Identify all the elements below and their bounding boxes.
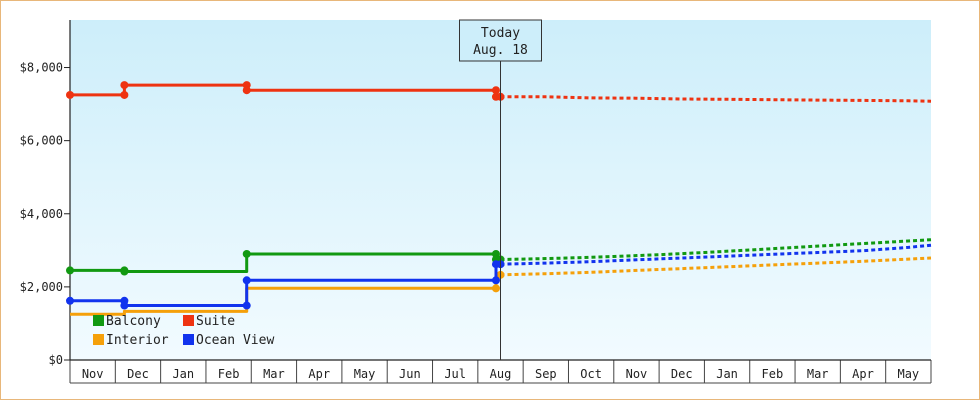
data-point (66, 296, 74, 305)
grid (69, 360, 932, 384)
data-point (120, 81, 129, 90)
today-label-box (459, 19, 542, 62)
x-tick-label: Apr (852, 367, 874, 381)
x-tick-label: Mar (807, 367, 829, 381)
x-tick-label: Feb (762, 367, 784, 381)
data-point (491, 276, 500, 285)
y-tick-label: $0 (49, 353, 63, 367)
axes: Nov Dec Jan Feb Mar Apr May Jun Jul Aug Sep Oct Nov D… (20, 20, 931, 381)
data-point (242, 301, 251, 310)
x-tick-label: May (354, 367, 376, 381)
x-tick-label: Jan (716, 367, 738, 381)
y-tick-label: $4,000 (20, 207, 63, 221)
legend-label: Balcony (106, 314, 161, 329)
data-point (491, 249, 500, 258)
x-tick-label: Apr (308, 367, 330, 381)
today-label-line2: Aug. 18 (473, 43, 528, 58)
series-forecast-line (500, 256, 932, 277)
y-tick-label: $6,000 (20, 134, 63, 148)
x-tick-label: Mar (263, 367, 285, 381)
series-forecast-line (500, 243, 932, 266)
x-tick-label: Nov (82, 367, 104, 381)
data-point (242, 86, 251, 95)
y-tick-label: $8,000 (20, 61, 63, 75)
y-tick-label: $2,000 (20, 280, 63, 294)
data-point (120, 301, 129, 310)
legend-label: Interior (106, 333, 169, 348)
series-forecast-line (500, 238, 932, 261)
legend-swatch (93, 315, 104, 326)
x-tick-label: Feb (218, 367, 240, 381)
x-tick-label: Jun (399, 367, 421, 381)
x-tick-label: Nov (626, 367, 648, 381)
x-tick-label: Dec (127, 367, 149, 381)
x-tick-label: May (897, 367, 919, 381)
data-point (66, 90, 74, 99)
legend-label: Suite (196, 314, 235, 329)
x-tick-label: Oct (580, 367, 602, 381)
data-point (120, 267, 129, 276)
x-tick-label: Dec (671, 367, 693, 381)
data-point (66, 266, 74, 275)
data-point (120, 90, 129, 99)
legend-label: Ocean View (196, 333, 274, 348)
series-layer (66, 81, 932, 316)
today-label-line1: Today (481, 26, 520, 41)
today-marker: Today Aug. 18 (459, 19, 542, 360)
legend-swatch (183, 315, 194, 326)
legend-swatch (183, 334, 194, 345)
data-point (491, 86, 500, 95)
legend: Balcony Suite Interior Ocean View (93, 314, 274, 348)
data-point (242, 249, 251, 258)
data-point (491, 284, 500, 293)
x-tick-label: Jan (172, 367, 194, 381)
data-point (242, 276, 251, 285)
legend-swatch (93, 334, 104, 345)
x-tick-label: Aug (490, 367, 512, 381)
x-tick-label: Sep (535, 367, 557, 381)
series-forecast-line (500, 95, 932, 103)
x-tick-label: Jul (444, 367, 466, 381)
